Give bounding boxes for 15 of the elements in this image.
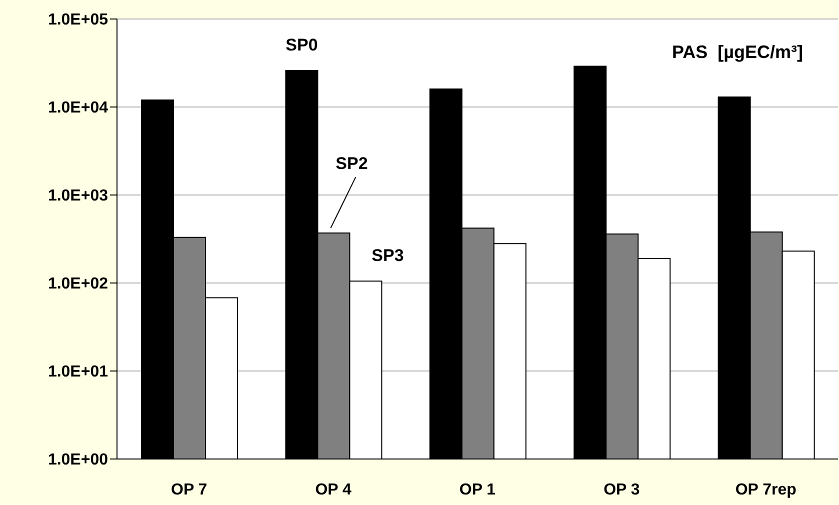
x-tick-label: OP 3 xyxy=(604,481,640,498)
series-label: SP0 xyxy=(286,35,318,54)
y-tick-label: 1.0E+03 xyxy=(48,188,108,205)
text: PAS [µgEC/m³] xyxy=(672,42,803,63)
y-tick-label: 1.0E+00 xyxy=(48,452,108,469)
y-tick-label: 1.0E+04 xyxy=(48,100,108,117)
x-tick-label: OP 4 xyxy=(315,481,352,498)
x-tick-label: OP 7rep xyxy=(735,481,797,498)
x-tick-label: OP 1 xyxy=(459,481,496,498)
series-label: SP3 xyxy=(372,246,404,266)
x-tick-label: OP 7 xyxy=(171,481,208,498)
y-tick-label: 1.0E+01 xyxy=(48,364,108,381)
text: SP2 xyxy=(336,154,368,173)
y-tick-label: 1.0E+02 xyxy=(48,276,108,293)
y-tick-label: 1.0E+05 xyxy=(48,12,108,29)
